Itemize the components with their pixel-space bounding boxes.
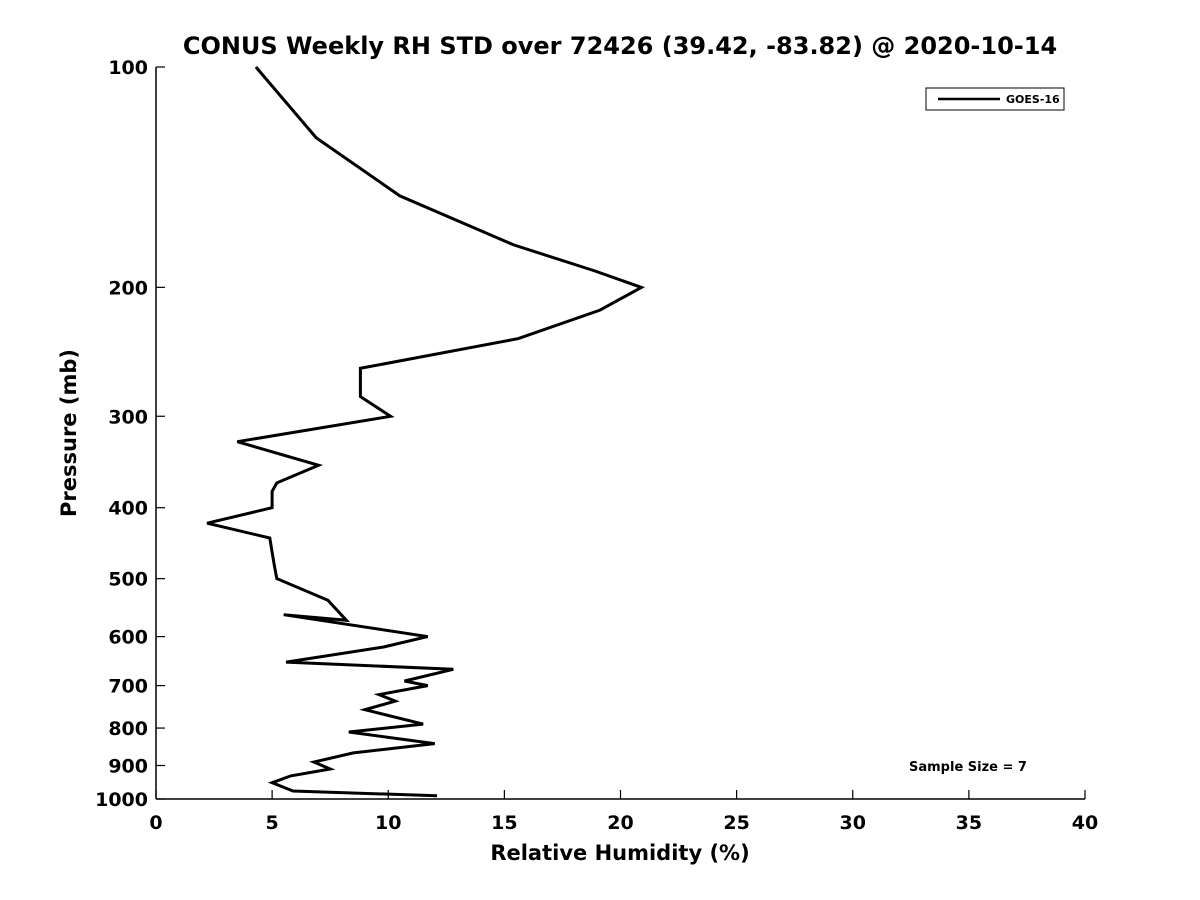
y-tick-label: 600	[108, 627, 148, 649]
x-tick-label: 10	[375, 812, 401, 834]
x-axis-label: Relative Humidity (%)	[490, 841, 749, 865]
y-axis-label: Pressure (mb)	[57, 349, 81, 517]
x-tick-label: 30	[840, 812, 866, 834]
y-ticks: 100 200 300 400 500 600 700 800 900 1000	[95, 57, 165, 811]
x-ticks: 0 5 10 15 20 25 30 35 40	[149, 790, 1098, 834]
y-tick-label: 300	[108, 406, 148, 428]
y-tick-label: 200	[108, 277, 148, 299]
y-tick-label: 900	[108, 756, 148, 778]
y-tick-label: 1000	[95, 789, 148, 811]
legend: GOES-16	[925, 87, 1065, 111]
x-tick-label: 15	[491, 812, 517, 834]
x-tick-label: 35	[956, 812, 982, 834]
legend-label-goes-16: GOES-16	[1006, 93, 1060, 106]
y-tick-label: 800	[108, 718, 148, 740]
sample-size-annotation: Sample Size = 7	[909, 760, 1027, 775]
y-tick-label: 400	[108, 498, 148, 520]
x-tick-label: 20	[607, 812, 633, 834]
series-layer	[206, 66, 646, 798]
x-tick-label: 5	[266, 812, 279, 834]
x-tick-label: 25	[723, 812, 749, 834]
y-tick-label: 500	[108, 569, 148, 591]
chart-title: CONUS Weekly RH STD over 72426 (39.42, -…	[183, 32, 1057, 60]
x-tick-label: 0	[149, 812, 162, 834]
plot-area	[156, 67, 1085, 799]
x-tick-label: 40	[1072, 812, 1098, 834]
y-tick-label: 100	[108, 57, 148, 79]
series-line-goes-16	[206, 66, 646, 798]
y-tick-label: 700	[108, 676, 148, 698]
